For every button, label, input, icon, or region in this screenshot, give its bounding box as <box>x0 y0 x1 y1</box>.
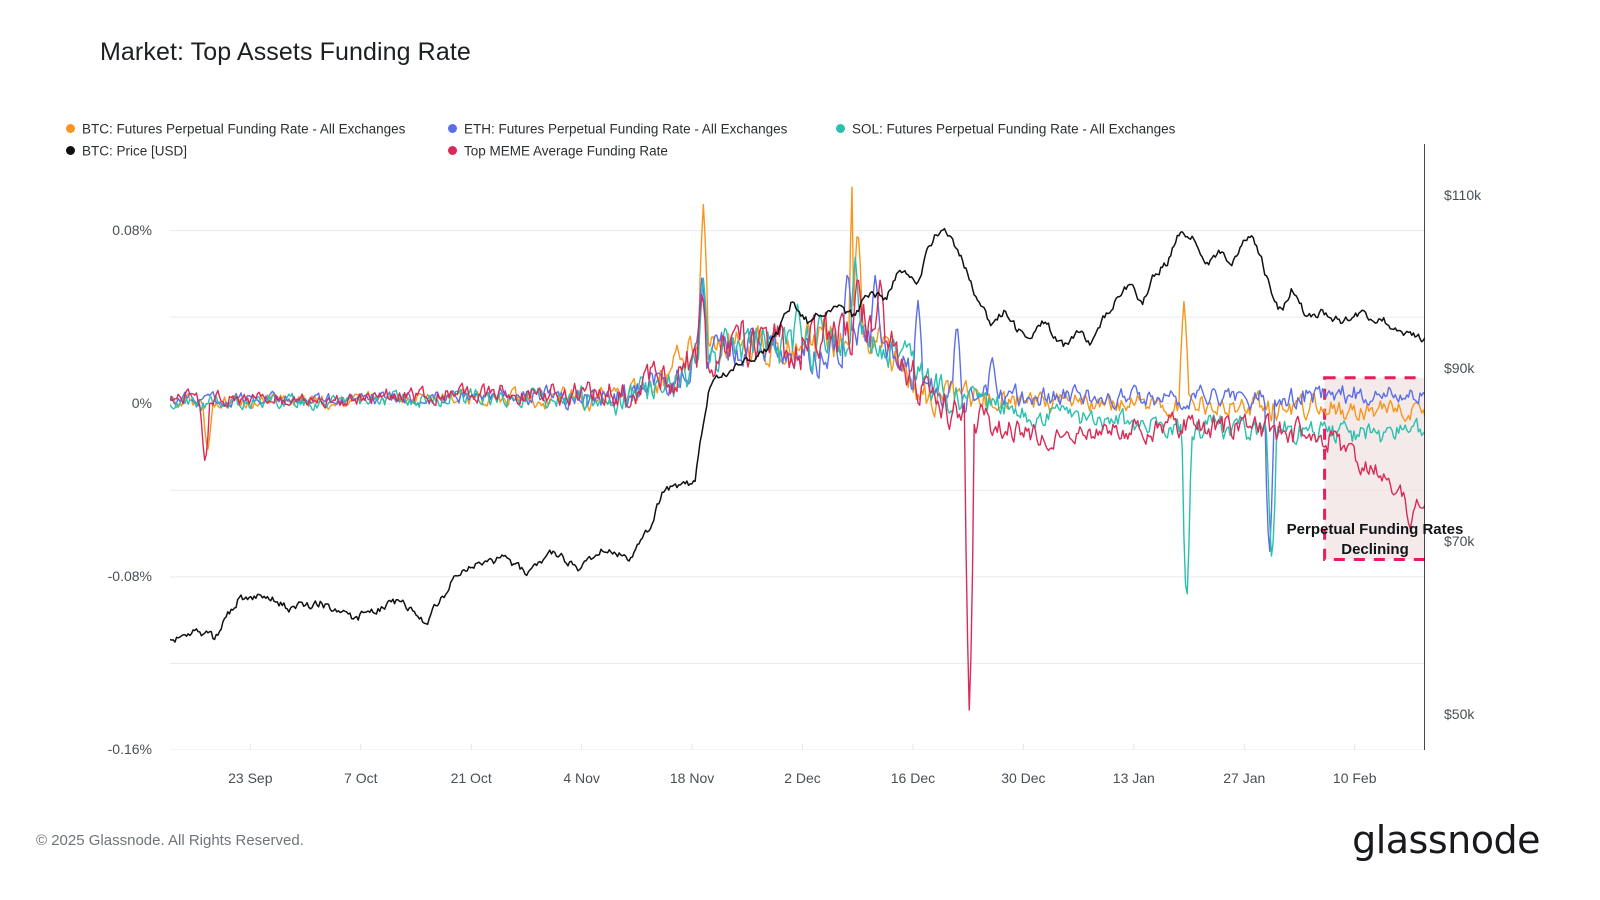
series-line <box>170 256 1425 595</box>
chart-plot-area <box>170 144 1425 750</box>
x-axis-tick: 16 Dec <box>890 770 936 786</box>
legend-item[interactable]: BTC: Futures Perpetual Funding Rate - Al… <box>66 118 405 140</box>
legend-color-dot <box>66 145 75 155</box>
y-axis-right-tick: $110k <box>1444 186 1482 203</box>
legend-item-label: ETH: Futures Perpetual Funding Rate - Al… <box>464 121 788 137</box>
annotation-line-2: Declining <box>1341 541 1409 558</box>
legend-color-dot <box>448 123 457 133</box>
x-axis-tick: 2 Dec <box>784 770 821 786</box>
legend-item[interactable]: BTC: Price [USD] <box>66 140 187 162</box>
glassnode-logo: glassnode <box>1352 818 1540 862</box>
chart-legend: BTC: Futures Perpetual Funding Rate - Al… <box>66 118 1466 162</box>
y-axis-right-tick: $90k <box>1444 360 1475 377</box>
x-axis-tick: 10 Feb <box>1332 770 1377 786</box>
legend-item[interactable]: SOL: Futures Perpetual Funding Rate - Al… <box>836 118 1175 140</box>
gridlines-group <box>170 230 1425 750</box>
legend-color-dot <box>66 123 75 133</box>
legend-row: BTC: Price [USD] Top MEME Average Funding… <box>66 140 1466 162</box>
page-title: Market: Top Assets Funding Rate <box>100 38 471 66</box>
series-line <box>170 279 1425 711</box>
legend-item-label: SOL: Futures Perpetual Funding Rate - Al… <box>852 121 1176 137</box>
copyright-text: © 2025 Glassnode. All Rights Reserved. <box>36 832 304 849</box>
x-axis-tick: 18 Nov <box>669 770 715 786</box>
y-axis-left-tick: 0% <box>131 394 152 411</box>
y-axis-left-tick: 0.08% <box>112 221 152 238</box>
x-axis-tick: 4 Nov <box>563 770 600 786</box>
x-axis-tick: 30 Dec <box>1001 770 1046 786</box>
series-line <box>170 227 1425 643</box>
legend-item[interactable]: Top MEME Average Funding Rate <box>448 140 668 162</box>
legend-color-dot <box>448 145 457 155</box>
legend-color-dot <box>836 123 845 133</box>
x-axis-tick: 23 Sep <box>228 770 273 786</box>
y-axis-right-tick: $50k <box>1444 706 1475 723</box>
chart-svg <box>170 144 1425 750</box>
legend-row: BTC: Futures Perpetual Funding Rate - Al… <box>66 118 1466 140</box>
series-line <box>170 186 1425 450</box>
legend-item[interactable]: ETH: Futures Perpetual Funding Rate - Al… <box>448 118 787 140</box>
annotation-line-1: Perpetual Funding Rates <box>1286 521 1464 538</box>
x-axis-tick: 13 Jan <box>1112 770 1155 786</box>
legend-item-label: Top MEME Average Funding Rate <box>464 143 668 159</box>
annotation-label: Perpetual Funding Rates Declining <box>1245 520 1505 560</box>
legend-item-label: BTC: Price [USD] <box>82 143 188 159</box>
x-axis-tick: 7 Oct <box>344 770 378 786</box>
y-axis-right-tick: $70k <box>1444 533 1475 550</box>
x-axis-tick: 27 Jan <box>1223 770 1266 786</box>
series-group <box>170 186 1425 711</box>
y-axis-left-tick: -0.16% <box>107 741 152 757</box>
y-axis-left-tick: -0.08% <box>107 567 152 584</box>
x-axis-tick: 21 Oct <box>450 770 492 786</box>
legend-item-label: BTC: Futures Perpetual Funding Rate - Al… <box>82 121 406 137</box>
